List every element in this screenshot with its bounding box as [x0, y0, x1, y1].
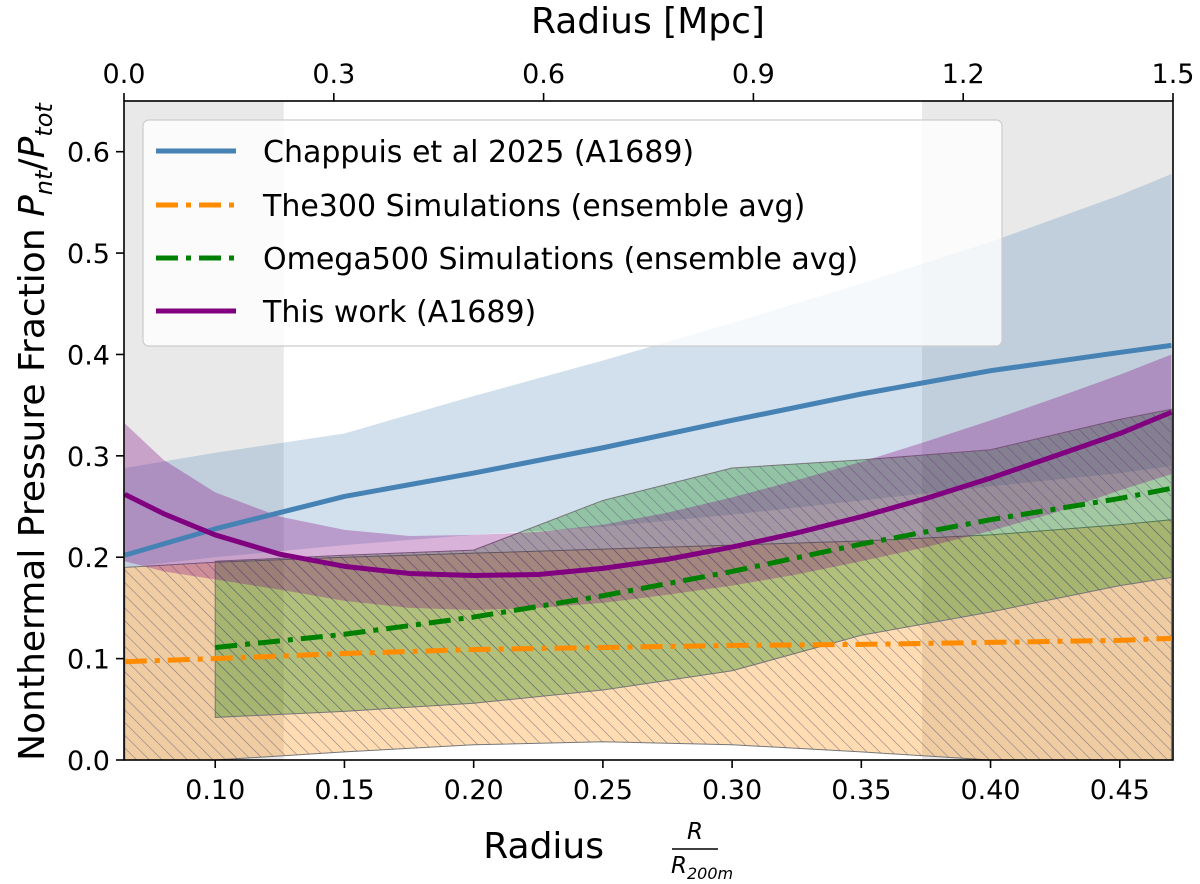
line-thiswork: [124, 409, 1173, 578]
legend-frame: [142, 119, 1003, 347]
legend-label-omega500: Omega500 Simulations (ensemble avg): [263, 242, 858, 277]
y-axis-title-sub2: tot: [30, 102, 58, 137]
y-axis-title-p2: P: [12, 136, 53, 158]
legend: Chappuis et al 2025 (A1689) The300 Simul…: [142, 119, 1003, 347]
x-axis-title: Radius: [483, 826, 604, 867]
top-x-axis-title: Radius [Mpc]: [531, 1, 765, 42]
y-tick-label: 0.0: [67, 746, 110, 777]
y-axis-ticks: 0.0 0.1 0.2 0.3 0.4 0.5 0.6: [67, 138, 124, 777]
x-tick-label: 0.30: [702, 775, 762, 806]
legend-label-thiswork: This work (A1689): [262, 295, 536, 330]
band-hatch-omega500: [215, 409, 1172, 718]
y-tick-label: 0.4: [67, 340, 110, 371]
y-tick-label: 0.3: [67, 442, 110, 473]
top-x-axis-ticks: 0.0 0.3 0.6 0.9 1.2 1.5: [103, 59, 1195, 101]
line-omega500: [214, 485, 1172, 650]
x-axis-title-denominator-sub: 200m: [687, 864, 733, 883]
plot-frame: [123, 100, 1174, 761]
top-x-tick-label: 0.6: [522, 59, 565, 90]
legend-label-chappuis: Chappuis et al 2025 (A1689): [263, 135, 694, 170]
top-x-tick-label: 1.5: [1152, 59, 1195, 90]
x-tick-label: 0.35: [831, 775, 891, 806]
legend-label-the300: The300 Simulations (ensemble avg): [262, 189, 805, 224]
x-tick-label: 0.40: [960, 775, 1020, 806]
y-tick-label: 0.2: [67, 543, 110, 574]
y-axis-title-sub1: nt: [30, 169, 58, 195]
y-tick-label: 0.1: [67, 645, 110, 676]
x-tick-label: 0.25: [573, 775, 633, 806]
y-tick-label: 0.6: [67, 138, 110, 169]
x-axis-title-numerator: R: [687, 819, 703, 845]
x-axis-ticks: 0.10 0.15 0.20 0.25 0.30 0.35 0.40 0.45: [185, 760, 1150, 806]
top-x-tick-label: 0.0: [103, 59, 146, 90]
y-axis-title-p1: P: [12, 195, 53, 217]
series-lines: [124, 342, 1173, 665]
y-tick-label: 0.5: [67, 239, 110, 270]
x-axis-title-fraction: R R200m: [671, 819, 733, 883]
x-tick-label: 0.20: [444, 775, 504, 806]
line-chappuis: [124, 342, 1172, 558]
x-tick-label: 0.15: [314, 775, 374, 806]
top-x-tick-label: 0.3: [312, 59, 355, 90]
y-axis-title-group: Nonthermal Pressure Fraction Pnt/Ptot: [12, 102, 58, 761]
top-x-tick-label: 0.9: [732, 59, 775, 90]
y-axis-title-text: Nonthermal Pressure Fraction: [12, 228, 53, 760]
y-axis-title-slash: /: [12, 158, 53, 171]
y-axis-title: Nonthermal Pressure Fraction Pnt/Ptot: [12, 102, 58, 761]
x-axis-title-denominator: R200m: [671, 853, 733, 883]
band-thiswork: [124, 354, 1172, 610]
x-tick-label: 0.45: [1090, 775, 1150, 806]
top-x-tick-label: 1.2: [942, 59, 985, 90]
x-tick-label: 0.10: [185, 775, 245, 806]
x-axis-title-denominator-base: R: [671, 853, 687, 879]
plot-area: [124, 101, 1173, 760]
